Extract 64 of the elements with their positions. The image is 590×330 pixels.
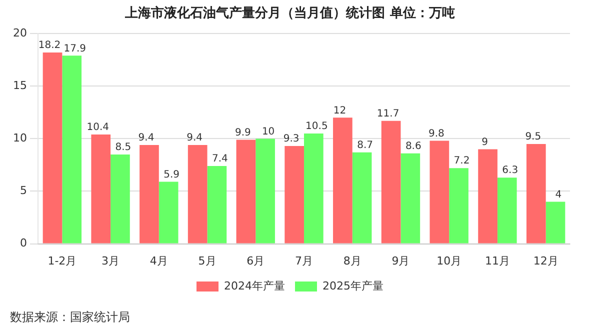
data-label: 9.3	[283, 134, 300, 145]
bar	[256, 138, 275, 244]
bar	[430, 140, 450, 244]
y-tick-label: 10	[12, 132, 27, 145]
data-label: 11.7	[376, 108, 400, 120]
data-label: 8.5	[115, 142, 132, 154]
bar	[333, 118, 352, 244]
chart-title: 上海市液化石油气产量分月（当月值）统计图 单位：万吨	[124, 5, 455, 22]
data-label: 9.9	[235, 127, 251, 138]
bar	[546, 202, 566, 244]
bar	[400, 153, 420, 244]
y-tick-label: 15	[12, 79, 27, 92]
x-tick-label: 12月	[533, 254, 558, 268]
data-label: 10.5	[306, 121, 328, 132]
bar	[284, 146, 304, 244]
bar	[449, 168, 468, 244]
data-label: 9.4	[186, 132, 203, 144]
bar	[42, 52, 62, 244]
bar	[236, 140, 256, 244]
x-tick-label: 6月	[246, 254, 265, 268]
legend-label: 2024年产量	[224, 279, 286, 292]
data-label: 7.4	[212, 154, 228, 165]
y-tick-label: 20	[12, 26, 27, 40]
x-tick-label: 3月	[102, 254, 120, 268]
x-tick-label: 7月	[295, 254, 313, 268]
data-label: 17.9	[64, 43, 86, 54]
data-label: 9.4	[138, 132, 154, 144]
legend-label: 2025年产量	[322, 279, 384, 292]
bar	[526, 144, 546, 244]
data-label: 10	[262, 126, 275, 138]
bar	[497, 178, 517, 244]
data-label: 12	[333, 105, 346, 116]
x-tick-label: 9月	[392, 254, 410, 268]
bar	[381, 120, 401, 244]
data-label: 9.5	[525, 132, 542, 143]
bar	[110, 154, 130, 244]
data-label: 6.3	[502, 165, 518, 176]
bar	[188, 145, 208, 244]
data-label: 9	[482, 136, 488, 148]
data-label: 18.2	[38, 40, 61, 52]
x-tick-label: 8月	[343, 254, 362, 268]
bar	[304, 133, 324, 244]
bar	[207, 166, 227, 244]
x-tick-label: 5月	[198, 254, 216, 268]
data-label: 9.8	[428, 128, 444, 140]
data-label: 4	[555, 189, 562, 200]
bar	[352, 152, 372, 244]
bar	[91, 134, 111, 244]
y-tick-label: 0	[20, 236, 27, 250]
x-tick-label: 4月	[150, 254, 168, 268]
bar	[140, 145, 159, 244]
x-tick-label: 1-2月	[48, 254, 77, 268]
x-tick-label: 10月	[436, 254, 462, 268]
data-label: 5.9	[164, 169, 180, 180]
y-tick-label: 5	[20, 184, 27, 198]
data-label: 8.7	[357, 140, 373, 151]
bar	[158, 182, 178, 244]
bar	[62, 56, 82, 244]
source-note: 数据来源：国家统计局	[10, 310, 130, 324]
data-label: 7.2	[454, 156, 470, 167]
data-label: 10.4	[86, 122, 110, 134]
bar	[478, 149, 498, 244]
x-tick-label: 11月	[484, 254, 510, 268]
data-label: 8.6	[405, 141, 422, 152]
